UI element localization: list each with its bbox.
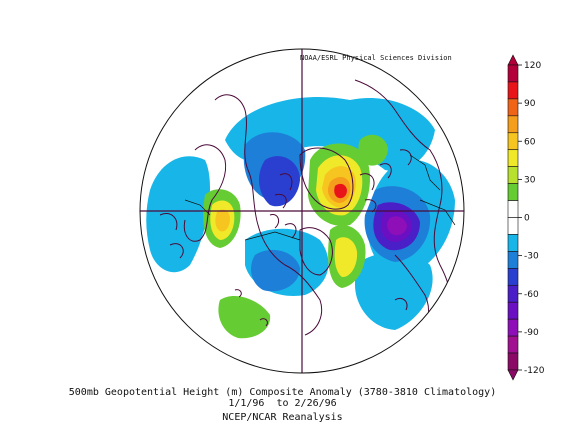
colorbar-tick-label: 60 (524, 137, 536, 147)
colorbar-tick-label: 30 (524, 175, 536, 185)
colorbar-band (507, 318, 519, 337)
coastline-siberia-fragments (359, 149, 412, 213)
caption-source: NCEP/NCAR Reanalysis (222, 412, 343, 423)
colorbar-band (507, 81, 519, 100)
anomaly-field (146, 96, 455, 339)
colorbar-band (507, 132, 519, 151)
colorbar-band (507, 166, 519, 184)
colorbar-band (507, 251, 519, 269)
border-eurasia-west (409, 154, 441, 191)
caption-date-range: 1/1/96 to 2/26/96 (228, 398, 337, 409)
coastline-mediterranean (159, 213, 184, 259)
colorbar-band (507, 149, 519, 167)
contour-cyan-westring (146, 156, 210, 273)
coastline-pacific-islands (234, 289, 268, 327)
contour-violet-siberia (387, 216, 407, 236)
colorbar: 120 90 60 30 0 -30 -60 -90 -120 (507, 54, 545, 381)
colorbar-band (507, 234, 519, 252)
contour-blue-south (251, 249, 300, 292)
colorbar-tick-label: 0 (524, 214, 530, 224)
contour-yellow-bering (334, 237, 358, 278)
border-canada-us (244, 231, 301, 241)
political-borders (184, 154, 456, 241)
colorbar-band (507, 301, 519, 320)
colorbar-tick-label: -90 (524, 328, 539, 338)
colorbar-bottom-arrow (507, 369, 519, 381)
colorbar-band (507, 115, 519, 134)
coastline-europe (183, 144, 227, 242)
colorbar-tick-label: 120 (524, 61, 541, 71)
coastline-north-america (214, 94, 323, 336)
contour-green-pacific (218, 295, 271, 339)
colorbar-band (507, 217, 519, 235)
coastline-greenland (299, 147, 354, 210)
credit-text: NOAA/ESRL Physical Sciences Division (300, 54, 452, 62)
colorbar-band (507, 352, 519, 371)
contour-indigo-northwest (258, 156, 300, 207)
colorbar-tick-label: -30 (524, 252, 539, 262)
contour-gold-westeurope (215, 209, 230, 232)
colorbar-tick-label: -60 (524, 290, 539, 300)
colorbar-band (507, 284, 519, 303)
colorbar-top-arrow (507, 54, 519, 66)
coastline-alaska (299, 227, 333, 276)
colorbar-band (507, 64, 519, 83)
colorbar-band (507, 183, 519, 201)
contour-green-northeast (358, 134, 388, 166)
colorbar-band (507, 98, 519, 117)
coastline-eurasia (354, 79, 452, 319)
map-boundary (139, 48, 465, 374)
caption-title: 500mb Geopotential Height (m) Composite … (68, 387, 497, 398)
contour-red-greenland (334, 183, 347, 199)
colorbar-tick-label: 90 (524, 99, 536, 109)
colorbar-band (507, 335, 519, 354)
coastline-canadian-archipelago (269, 173, 297, 239)
coastlines (159, 79, 452, 336)
border-europe (184, 199, 211, 216)
colorbar-band (507, 200, 519, 218)
colorbar-tick-label: -120 (524, 366, 545, 376)
border-eurasia-east (419, 199, 456, 226)
colorbar-band (507, 268, 519, 286)
